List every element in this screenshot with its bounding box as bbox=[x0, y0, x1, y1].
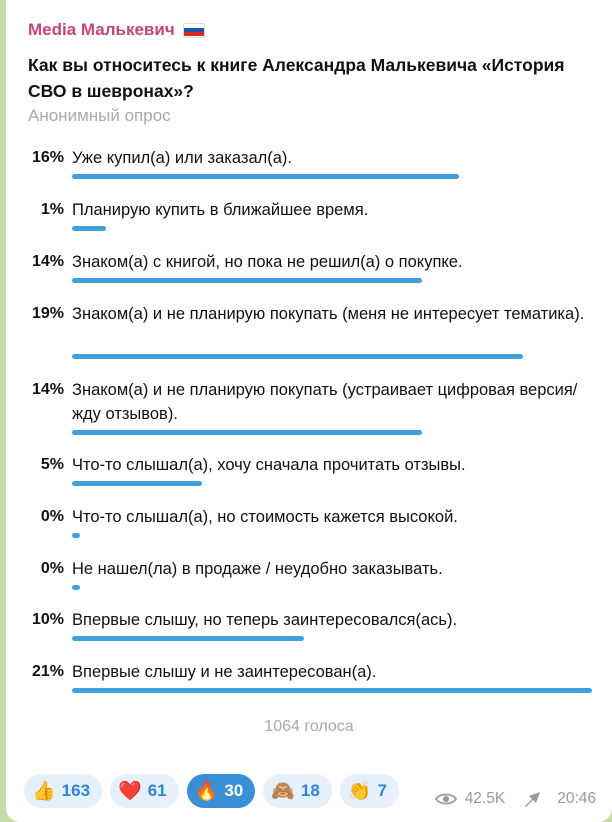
poll-option-text: Что-то слышал(а), но стоимость кажется в… bbox=[72, 508, 458, 526]
poll-option-bar bbox=[72, 278, 422, 283]
vote-count[interactable]: 1064 голоса bbox=[264, 718, 354, 735]
poll-option-text: Не нашел(ла) в продаже / неудобно заказы… bbox=[72, 560, 443, 578]
poll-option-percent: 0% bbox=[40, 508, 64, 525]
message-time: 20:46 bbox=[557, 790, 596, 807]
poll-option[interactable]: 14% Знаком(а) с книгой, но пока не решил(… bbox=[6, 250, 612, 292]
poll-option-bar bbox=[72, 533, 80, 538]
reaction-button[interactable]: 🔥 30 bbox=[186, 774, 256, 808]
poll-option-text: Знаком(а) и не планирую покупать (меня н… bbox=[72, 305, 585, 323]
poll-option[interactable]: 21% Впервые слышу и не заинтересован(а). bbox=[6, 660, 612, 702]
poll-option-bar bbox=[72, 636, 304, 641]
poll-option[interactable]: 0% Что-то слышал(а), но стоимость кажется… bbox=[6, 505, 612, 547]
poll-option-bar bbox=[72, 226, 106, 231]
see-no-evil-monkey-icon: 🙈 bbox=[271, 780, 295, 802]
heart-icon: ❤️ bbox=[118, 780, 142, 802]
flag-russia-icon bbox=[182, 22, 205, 38]
poll-option-percent: 19% bbox=[31, 305, 64, 322]
poll-option-bar bbox=[72, 174, 459, 179]
poll-option[interactable]: 0% Не нашел(ла) в продаже / неудобно зака… bbox=[6, 557, 612, 599]
poll-option-percent: 16% bbox=[31, 149, 64, 166]
poll-option-text: Знаком(а) и не планирую покупать (устраи… bbox=[72, 381, 578, 423]
poll-option-bar bbox=[72, 430, 422, 435]
poll-option[interactable]: 14% Знаком(а) и не планирую покупать (уст… bbox=[6, 378, 612, 444]
reaction-button[interactable]: 👏 7 bbox=[339, 774, 399, 808]
poll-type-label: Анонимный опрос bbox=[28, 106, 171, 125]
poll-option-percent: 5% bbox=[40, 456, 64, 473]
poll-option-percent: 14% bbox=[31, 253, 64, 270]
poll-option-text: Впервые слышу и не заинтересован(а). bbox=[72, 663, 377, 681]
poll-option[interactable]: 16% Уже купил(а) или заказал(а). bbox=[6, 146, 612, 188]
poll-option[interactable]: 10% Впервые слышу, но теперь заинтересова… bbox=[6, 608, 612, 650]
channel-header[interactable]: Media Малькевич bbox=[28, 20, 205, 40]
clapping-hands-icon: 👏 bbox=[347, 780, 372, 802]
poll-option-text: Знаком(а) с книгой, но пока не решил(а) … bbox=[72, 253, 463, 271]
poll-option-text: Планирую купить в ближайшее время. bbox=[72, 201, 369, 219]
poll-option-text: Уже купил(а) или заказал(а). bbox=[72, 149, 292, 167]
thumbs-up-icon: 👍 bbox=[32, 780, 56, 802]
reaction-count: 163 bbox=[61, 781, 91, 800]
poll-option-bar bbox=[72, 688, 592, 693]
reactions-bar: 👍 163 ❤️ 61 🔥 30 🙈 18 👏 7 bbox=[24, 774, 399, 808]
reaction-count: 7 bbox=[377, 781, 387, 800]
reaction-button[interactable]: ❤️ 61 bbox=[110, 774, 179, 808]
channel-name[interactable]: Media Малькевич bbox=[28, 20, 175, 39]
reaction-count: 18 bbox=[300, 781, 320, 800]
eye-icon bbox=[434, 792, 457, 806]
poll-option-bar bbox=[72, 481, 202, 486]
message-bubble: Media Малькевич Как вы относитесь к книг… bbox=[6, 0, 612, 822]
poll-option-bar bbox=[72, 354, 523, 359]
share-icon[interactable] bbox=[523, 790, 543, 808]
poll-option-percent: 10% bbox=[31, 611, 64, 628]
reaction-count: 30 bbox=[224, 781, 244, 800]
reaction-count: 61 bbox=[147, 781, 167, 800]
poll-option-bar bbox=[72, 585, 80, 590]
poll-option-percent: 14% bbox=[31, 381, 64, 398]
poll-option-percent: 0% bbox=[40, 560, 64, 577]
poll-option-percent: 1% bbox=[40, 201, 64, 218]
poll-option-text: Впервые слышу, но теперь заинтересовался… bbox=[72, 611, 458, 629]
message-meta: 42.5K 20:46 bbox=[434, 790, 596, 808]
poll-option[interactable]: 19% Знаком(а) и не планирую покупать (мен… bbox=[6, 302, 612, 368]
poll-question: Как вы относитесь к книге Александра Мал… bbox=[28, 55, 565, 101]
poll-option-percent: 21% bbox=[31, 663, 64, 680]
reaction-button[interactable]: 👍 163 bbox=[24, 774, 103, 808]
fire-icon: 🔥 bbox=[194, 780, 219, 802]
poll-option-text: Что-то слышал(а), хочу сначала прочитать… bbox=[72, 456, 466, 474]
poll-option[interactable]: 1% Планирую купить в ближайшее время. bbox=[6, 198, 612, 240]
view-count: 42.5K bbox=[464, 790, 506, 807]
poll-option[interactable]: 5% Что-то слышал(а), хочу сначала прочита… bbox=[6, 453, 612, 495]
reaction-button[interactable]: 🙈 18 bbox=[263, 774, 332, 808]
